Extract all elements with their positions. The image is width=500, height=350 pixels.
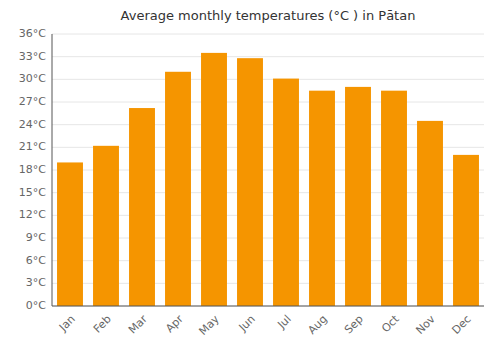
chart-svg: Average monthly temperatures (°C ) in Pā… [0, 0, 500, 350]
bar [309, 91, 335, 306]
bar [129, 108, 155, 306]
grid-line [52, 102, 484, 103]
x-tick-label: Feb [91, 313, 114, 336]
bar [201, 53, 227, 306]
y-tick-label: 9°C [26, 231, 46, 244]
x-tick-label: May [196, 312, 222, 338]
bar [93, 146, 119, 306]
x-tick-label: Jul [274, 313, 293, 332]
y-tick-label: 36°C [19, 27, 46, 40]
y-tick-label: 15°C [19, 186, 46, 199]
grid-line [52, 34, 484, 35]
grid-line [52, 79, 484, 80]
bars [57, 53, 479, 306]
title: Average monthly temperatures (°C ) in Pā… [121, 8, 416, 23]
x-tick-label: Apr [163, 312, 186, 335]
x-tick-label: Nov [413, 312, 438, 337]
y-tick-label: 0°C [26, 299, 46, 312]
x-tick-label: Mar [126, 312, 150, 336]
bar [345, 87, 371, 306]
bar [57, 162, 83, 306]
y-axis-line [52, 34, 53, 306]
x-tick-label: Aug [305, 313, 329, 337]
x-tick-label: Dec [450, 313, 474, 337]
x-tick-label: Sep [342, 313, 366, 337]
bar [381, 91, 407, 306]
y-tick-label: 30°C [19, 72, 46, 85]
y-tick-label: 24°C [19, 118, 46, 131]
y-tick-label: 12°C [19, 208, 46, 221]
y-tick-label: 3°C [26, 276, 46, 289]
x-tick-label: Jun [236, 313, 258, 335]
bar [453, 155, 479, 306]
x-tick-label: Jan [56, 313, 78, 335]
y-tick-label: 21°C [19, 140, 46, 153]
bar [165, 72, 191, 306]
x-axis-line [52, 306, 484, 307]
bar [237, 58, 263, 306]
x-tick-label: Oct [379, 312, 402, 335]
y-tick-label: 6°C [26, 254, 46, 267]
y-tick-label: 18°C [19, 163, 46, 176]
y-tick-label: 33°C [19, 50, 46, 63]
grid-line [52, 56, 484, 57]
bar [273, 79, 299, 306]
grid-line [52, 306, 484, 307]
bar [417, 121, 443, 306]
y-axis: 0°C 3°C 6°C 9°C 12°C 15°C 18°C 21°C 24°C 27°C 30°C… [19, 27, 46, 312]
grid [52, 34, 484, 306]
x-axis: Jan Feb Mar Apr May Jun Jul Aug Sep Oct Nov Dec [56, 312, 474, 338]
chart-container: Average monthly temperatures (°C ) in Pā… [0, 0, 500, 350]
y-tick-label: 27°C [19, 95, 46, 108]
